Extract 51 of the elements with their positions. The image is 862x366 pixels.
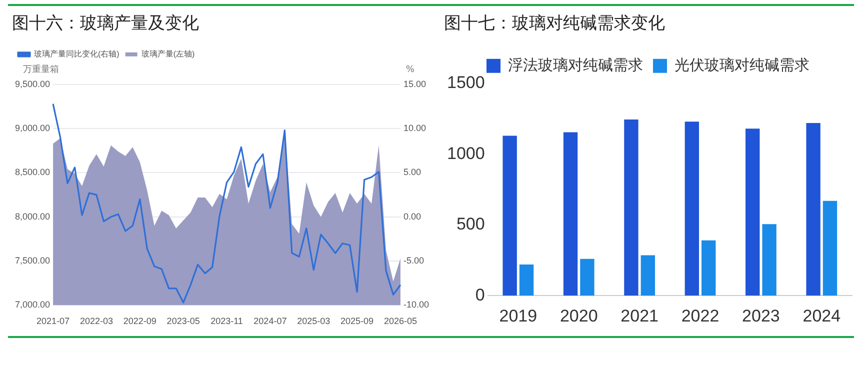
y-tick-label: 0 bbox=[475, 285, 485, 304]
legend-label: 玻璃产量同比变化(右轴) bbox=[34, 50, 120, 59]
y-tick-label: 1500 bbox=[446, 73, 485, 92]
y-axis-title: 万重量箱 bbox=[23, 64, 60, 76]
y-tick-label: 9,500.00 bbox=[14, 78, 50, 89]
y2-tick-label: 10.00 bbox=[403, 123, 426, 134]
y2-tick-label: -5.00 bbox=[403, 256, 424, 266]
y2-tick-label: -10.00 bbox=[403, 300, 430, 310]
x-tick-label: 2020 bbox=[560, 306, 598, 326]
chart-title: 图十七：玻璃对纯碱需求变化 bbox=[444, 14, 665, 34]
y2-tick-label: 0.00 bbox=[403, 211, 422, 222]
bar bbox=[580, 258, 594, 296]
x-tick-label: 2022-03 bbox=[80, 316, 113, 326]
chart-title: 图十六：玻璃产量及变化 bbox=[12, 14, 199, 34]
y2-tick-label: 15.00 bbox=[403, 78, 426, 89]
x-tick-label: 2025-09 bbox=[340, 316, 374, 326]
bar bbox=[762, 224, 776, 296]
x-tick-label: 2023 bbox=[742, 306, 780, 326]
y-tick-label: 7,500.00 bbox=[14, 256, 50, 266]
legend-label: 浮法玻璃对纯碱需求 bbox=[508, 57, 643, 74]
y-tick-label: 9,000.00 bbox=[14, 123, 50, 134]
bar bbox=[624, 119, 638, 296]
bar bbox=[806, 123, 820, 296]
x-tick-label: 2022 bbox=[681, 306, 720, 326]
bar bbox=[702, 240, 716, 296]
x-tick-label: 2021-07 bbox=[36, 316, 70, 326]
y2-axis-title: % bbox=[406, 65, 415, 76]
x-tick-label: 2024 bbox=[802, 306, 841, 326]
y2-tick-label: 5.00 bbox=[403, 167, 422, 178]
bar bbox=[822, 200, 838, 296]
legend-label: 玻璃产量(左轴) bbox=[141, 50, 195, 59]
x-tick-label: 2021 bbox=[620, 306, 658, 326]
bar bbox=[563, 132, 578, 296]
bar bbox=[746, 128, 760, 296]
bar bbox=[684, 122, 700, 296]
x-tick-label: 2025-03 bbox=[297, 316, 330, 326]
y-tick-label: 1000 bbox=[446, 144, 485, 163]
bar bbox=[640, 255, 655, 296]
y-tick-label: 8,500.00 bbox=[14, 167, 50, 178]
x-tick-label: 2023-05 bbox=[166, 316, 200, 326]
x-tick-label: 2019 bbox=[499, 306, 538, 326]
bar bbox=[502, 136, 517, 296]
y-tick-label: 8,000.00 bbox=[14, 211, 50, 222]
legend-label: 光伏玻璃对纯碱需求 bbox=[674, 57, 810, 74]
bar bbox=[519, 264, 534, 296]
x-tick-label: 2024-07 bbox=[254, 316, 287, 326]
x-tick-label: 2022-09 bbox=[123, 316, 156, 326]
y-tick-label: 500 bbox=[456, 214, 485, 234]
x-tick-label: 2023-11 bbox=[210, 316, 243, 326]
x-tick-label: 2026-05 bbox=[384, 316, 417, 326]
y-tick-label: 7,000.00 bbox=[14, 300, 50, 310]
